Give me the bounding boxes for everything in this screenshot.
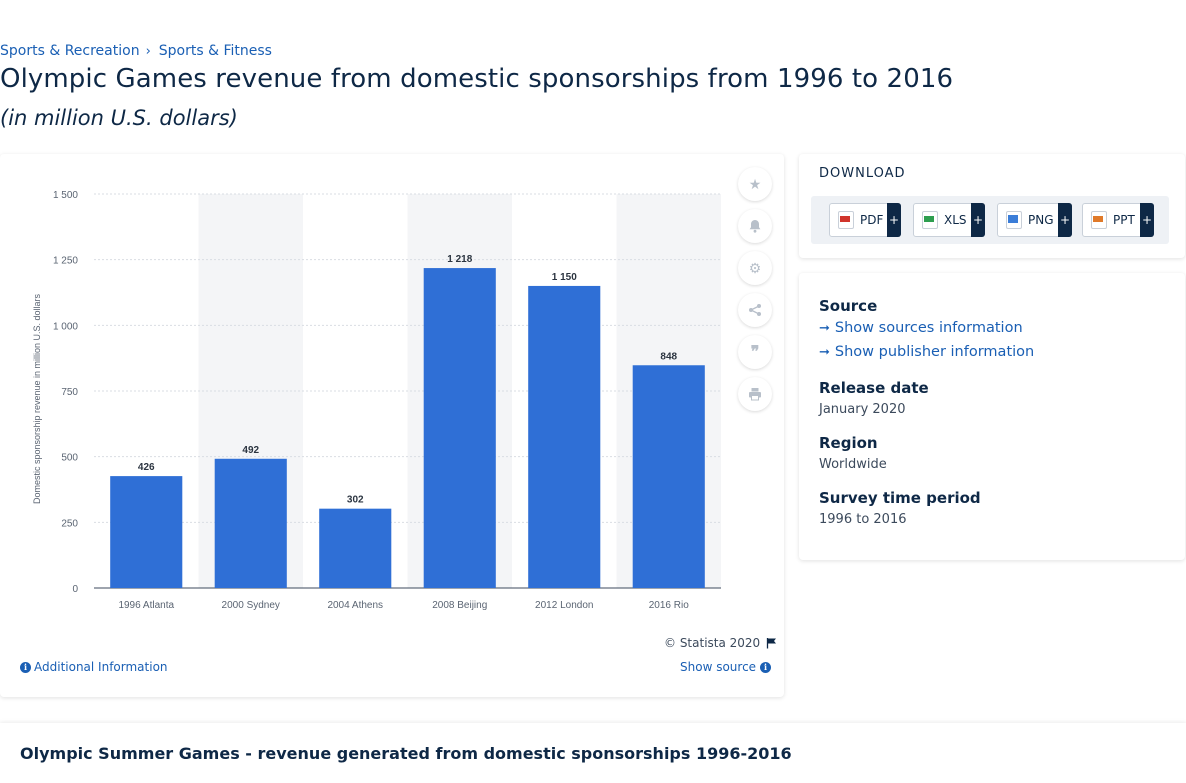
- print-icon: [749, 388, 761, 401]
- quote-icon: ❞: [750, 344, 760, 361]
- bar: [423, 268, 496, 588]
- ppt-plus-icon: +: [1140, 203, 1154, 237]
- y-axis-label: Domestic sponsorship revenue in million …: [32, 293, 42, 504]
- y-tick-label: 1 250: [53, 256, 78, 267]
- info-icon: i: [760, 661, 772, 673]
- print-button[interactable]: [738, 377, 772, 411]
- arrow-right-icon: ➞: [819, 320, 830, 336]
- chart-tools: ★ ⚙ ❞: [738, 167, 772, 419]
- settings-button[interactable]: ⚙: [738, 251, 772, 285]
- survey-period-heading: Survey time period: [819, 489, 981, 507]
- bar: [110, 476, 183, 588]
- credit-text: © Statista 2020: [664, 636, 761, 650]
- release-date-heading: Release date: [819, 379, 929, 397]
- y-tick-label: 1 000: [53, 321, 78, 332]
- bell-icon: [749, 220, 761, 233]
- download-png-label: PNG: [1028, 213, 1054, 227]
- source-heading: Source: [819, 297, 878, 315]
- download-png-button[interactable]: PNG +: [997, 203, 1072, 237]
- x-tick-label: 2016 Rio: [649, 600, 689, 611]
- breadcrumb-separator: ›: [145, 43, 151, 59]
- download-panel: DOWNLOAD PDF + XLS + PNG + PPT +: [799, 154, 1185, 258]
- bar-chart: 0 250 500 750 1 000 1 250 1 500 426 1996 Atlanta…: [32, 190, 721, 611]
- show-publisher-label: Show publisher information: [834, 344, 1035, 360]
- x-tick-label: 2012 London: [535, 600, 593, 611]
- y-tick-label: 250: [61, 518, 78, 529]
- region-heading: Region: [819, 434, 878, 452]
- download-buttons-row: PDF + XLS + PNG + PPT +: [811, 196, 1169, 244]
- gear-icon: ⚙: [748, 259, 762, 276]
- star-icon: ★: [748, 175, 762, 192]
- breadcrumb: Sports & Recreation › Sports & Fitness: [0, 43, 272, 59]
- flag-icon[interactable]: [766, 637, 778, 649]
- data-label: 426: [138, 462, 155, 473]
- pdf-plus-icon: +: [887, 203, 901, 237]
- data-label: 1 218: [447, 254, 472, 265]
- y-tick-label: 750: [61, 387, 78, 398]
- additional-information-link[interactable]: i Additional Information: [20, 660, 168, 674]
- y-tick-label: 0: [72, 584, 78, 595]
- x-tick-label: 2000 Sydney: [222, 600, 280, 611]
- notify-button[interactable]: [738, 209, 772, 243]
- download-ppt-button[interactable]: PPT +: [1082, 203, 1154, 237]
- download-ppt-label: PPT: [1113, 213, 1135, 227]
- page-subtitle: (in million U.S. dollars): [0, 106, 238, 130]
- show-source-label: Show source: [680, 660, 757, 674]
- region-value: Worldwide: [819, 457, 887, 472]
- download-xls-label: XLS: [944, 213, 967, 227]
- ppt-file-icon: [1091, 211, 1107, 229]
- download-pdf-label: PDF: [860, 213, 884, 227]
- breadcrumb-item-sports-recreation[interactable]: Sports & Recreation: [0, 43, 140, 59]
- data-label: 302: [347, 495, 364, 506]
- release-date-value: January 2020: [819, 402, 906, 417]
- statista-credit: © Statista 2020: [664, 636, 778, 650]
- favorite-button[interactable]: ★: [738, 167, 772, 201]
- bar: [319, 508, 392, 588]
- y-tick-label: 1 500: [53, 190, 78, 201]
- statistic-info-panel: Source ➞ Show sources information ➞ Show…: [799, 273, 1185, 560]
- survey-period-value: 1996 to 2016: [819, 512, 907, 527]
- share-button[interactable]: [738, 293, 772, 327]
- x-tick-label: 2008 Beijing: [432, 600, 487, 611]
- xls-file-icon: [922, 211, 938, 229]
- show-publisher-link[interactable]: ➞ Show publisher information: [819, 344, 1034, 360]
- breadcrumb-item-sports-fitness[interactable]: Sports & Fitness: [158, 43, 272, 59]
- x-tick-label: 2004 Athens: [327, 600, 383, 611]
- data-label: 492: [242, 445, 259, 456]
- png-file-icon: [1006, 211, 1022, 229]
- download-xls-button[interactable]: XLS +: [913, 203, 985, 237]
- data-label: 1 150: [552, 272, 577, 283]
- x-tick-label: 1996 Atlanta: [118, 600, 174, 611]
- y-tick-label: 500: [61, 453, 78, 464]
- data-label: 848: [660, 351, 677, 362]
- show-sources-link[interactable]: ➞ Show sources information: [819, 320, 1023, 336]
- bar: [528, 285, 601, 588]
- cite-button[interactable]: ❞: [738, 335, 772, 369]
- page-title: Olympic Games revenue from domestic spon…: [0, 64, 954, 94]
- xls-plus-icon: +: [971, 203, 985, 237]
- bar: [632, 365, 705, 588]
- additional-information-label: Additional Information: [34, 660, 168, 674]
- show-sources-label: Show sources information: [834, 320, 1023, 336]
- bar: [214, 458, 287, 588]
- info-icon: i: [20, 661, 31, 673]
- pdf-file-icon: [838, 211, 854, 229]
- png-plus-icon: +: [1058, 203, 1072, 237]
- download-title: DOWNLOAD: [819, 166, 906, 181]
- show-source-link[interactable]: Show source i: [680, 660, 772, 674]
- description-title: Olympic Summer Games - revenue generated…: [20, 744, 792, 763]
- arrow-right-icon: ➞: [819, 344, 830, 360]
- download-pdf-button[interactable]: PDF +: [829, 203, 901, 237]
- share-icon: [749, 304, 761, 316]
